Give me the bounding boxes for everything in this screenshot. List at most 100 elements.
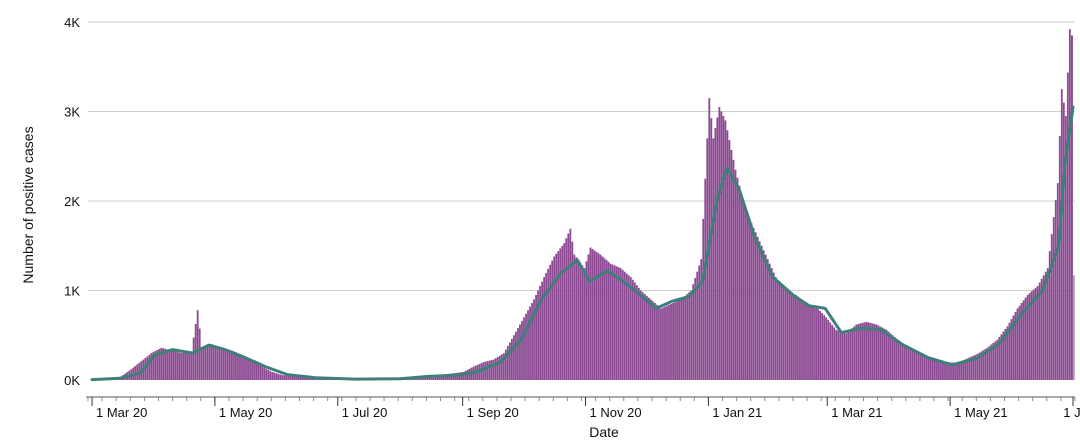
axes: 0K 1K 2K 3K 4K 1 Mar 20 1 May 20 1 Jul 20 1 Sep … <box>64 15 1080 420</box>
bar <box>714 127 717 381</box>
bar <box>567 233 570 380</box>
bar <box>1034 287 1037 380</box>
bar <box>196 310 199 380</box>
bar <box>1070 35 1073 381</box>
bar <box>923 355 926 380</box>
bar <box>168 349 171 380</box>
bar <box>863 322 866 380</box>
bar <box>956 362 958 380</box>
trend-line <box>90 105 1075 382</box>
bar <box>551 260 554 380</box>
bar <box>1000 334 1003 380</box>
bar <box>605 260 608 380</box>
bar <box>881 327 884 380</box>
bar <box>214 345 217 380</box>
bar <box>903 344 906 380</box>
bar <box>984 349 987 380</box>
bar <box>488 360 491 380</box>
bar <box>756 236 759 380</box>
bar <box>206 345 209 380</box>
bar <box>293 376 296 380</box>
bar <box>152 352 155 380</box>
bar <box>148 354 151 380</box>
bar <box>1004 328 1007 380</box>
bar <box>271 371 274 380</box>
bar <box>523 317 525 380</box>
bar <box>998 337 1001 380</box>
bar <box>251 360 253 380</box>
bar <box>170 350 173 380</box>
bar <box>577 260 580 380</box>
bar <box>778 282 781 380</box>
bar <box>1050 234 1053 380</box>
bar <box>1024 297 1027 380</box>
bar <box>269 370 272 380</box>
bar <box>637 287 640 380</box>
bar <box>692 284 695 380</box>
bar <box>1062 102 1065 381</box>
bar <box>188 351 191 380</box>
bar <box>162 348 165 380</box>
bar <box>237 353 239 380</box>
bar <box>672 303 674 380</box>
bar <box>873 323 876 380</box>
bar <box>301 377 304 380</box>
bar <box>504 349 507 380</box>
bar <box>500 354 503 380</box>
bar <box>797 296 799 380</box>
bar <box>513 335 515 380</box>
bar <box>680 299 683 380</box>
bar <box>494 358 497 380</box>
bar <box>635 285 638 380</box>
bar <box>573 254 576 380</box>
bar <box>823 315 826 380</box>
bar <box>817 308 819 380</box>
bar <box>827 319 830 380</box>
bar <box>940 360 942 380</box>
bar <box>682 297 685 380</box>
bar <box>819 310 821 380</box>
bar <box>589 247 592 380</box>
bar <box>1028 293 1031 380</box>
bar <box>913 351 916 380</box>
bar <box>982 350 985 380</box>
bar <box>907 347 910 380</box>
x-tick-label: 1 Jul <box>1063 405 1080 420</box>
bar <box>545 272 548 380</box>
x-tick-label: 1 Jan 21 <box>712 405 762 420</box>
bar <box>879 326 882 380</box>
bar <box>249 359 251 380</box>
bar <box>952 362 954 380</box>
bar <box>730 149 733 380</box>
bar <box>218 347 221 380</box>
bar <box>158 348 161 380</box>
bar <box>484 361 487 380</box>
bar <box>815 306 817 380</box>
bar <box>591 248 594 380</box>
bar <box>160 347 163 380</box>
bar <box>917 352 920 380</box>
bar <box>825 317 828 380</box>
bar <box>782 287 785 380</box>
bar <box>658 306 660 380</box>
bar <box>565 238 568 380</box>
bar <box>619 268 622 380</box>
bar <box>1008 322 1011 380</box>
x-tick-label: 1 Mar 20 <box>96 405 147 420</box>
bar <box>980 351 983 380</box>
bar <box>1056 183 1059 380</box>
bar <box>919 353 922 380</box>
bar <box>267 369 270 380</box>
bar <box>200 346 203 380</box>
bar <box>1038 282 1041 380</box>
bar <box>511 338 513 380</box>
bar <box>712 138 715 380</box>
bar <box>799 298 801 380</box>
bar <box>948 362 950 380</box>
bar <box>641 292 644 380</box>
bar <box>283 375 286 380</box>
bar <box>309 377 312 380</box>
bar <box>490 359 493 380</box>
bar <box>744 209 747 380</box>
bar <box>257 364 260 380</box>
